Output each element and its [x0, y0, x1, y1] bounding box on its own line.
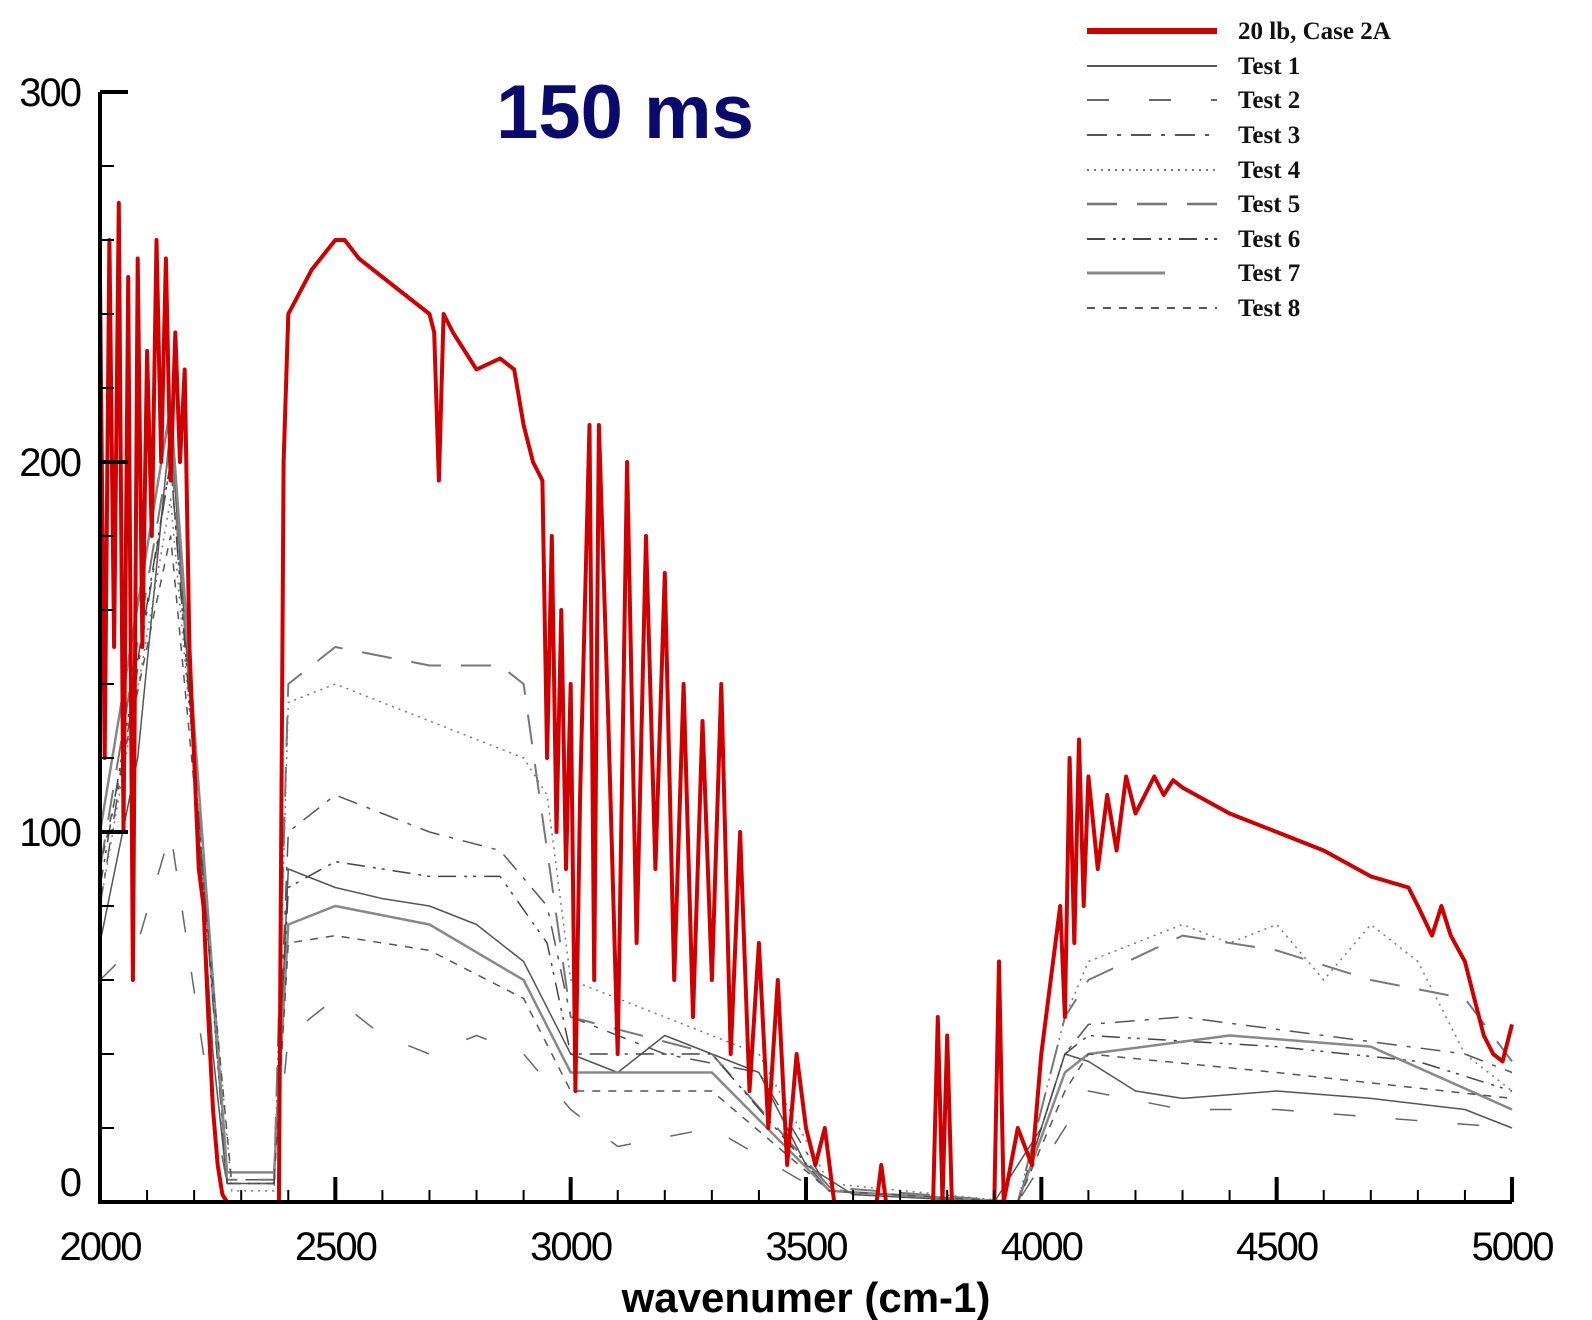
series-line-test-4 [99, 498, 1513, 1203]
y-tick-label: 300 [19, 71, 80, 115]
x-tick-label: 3000 [530, 1225, 612, 1269]
series-line-test-6 [99, 461, 1513, 1203]
legend-label: Test 3 [1238, 122, 1300, 149]
x-tick-label: 4000 [1001, 1225, 1083, 1269]
series-line-20-lb-case-2a [98, 201, 1514, 1204]
legend-label: Test 7 [1238, 260, 1300, 287]
legend-label: Test 4 [1238, 157, 1301, 184]
y-tick-label: 0 [60, 1161, 81, 1205]
series-line-test-8 [99, 535, 1513, 1203]
x-tick-label: 3500 [766, 1225, 848, 1269]
y-tick-label: 200 [19, 441, 80, 485]
legend-label: Test 5 [1238, 191, 1300, 218]
x-tick-label: 5000 [1472, 1225, 1554, 1269]
axes: 2000 2500 3000 3500 4000 4500 5000 0 100 200 300 [19, 71, 1555, 1269]
x-tick-label: 2500 [295, 1225, 377, 1269]
series-line-test-7 [98, 405, 1513, 1204]
series-line-test-5 [99, 442, 1513, 1203]
series-line-test-3 [99, 461, 1513, 1203]
legend-label: Test 2 [1238, 87, 1300, 114]
legend-label: Test 1 [1238, 53, 1300, 80]
x-tick-label: 4500 [1236, 1225, 1318, 1269]
legend-label: Test 8 [1238, 295, 1300, 322]
chart-title: 150 ms [496, 70, 754, 155]
y-tick-label: 100 [19, 811, 80, 855]
legend-label: Test 6 [1238, 226, 1300, 253]
x-axis-label: wavenumer (cm-1) [621, 1274, 991, 1320]
legend: 20 lb, Case 2A Test 1 Test 2 Test 3 Test 4 Te… [1087, 18, 1391, 322]
series-layer [98, 201, 1514, 1204]
series-line-test-2 [99, 831, 1513, 1203]
x-tick-label: 2000 [60, 1225, 142, 1269]
legend-label: 20 lb, Case 2A [1238, 18, 1391, 45]
